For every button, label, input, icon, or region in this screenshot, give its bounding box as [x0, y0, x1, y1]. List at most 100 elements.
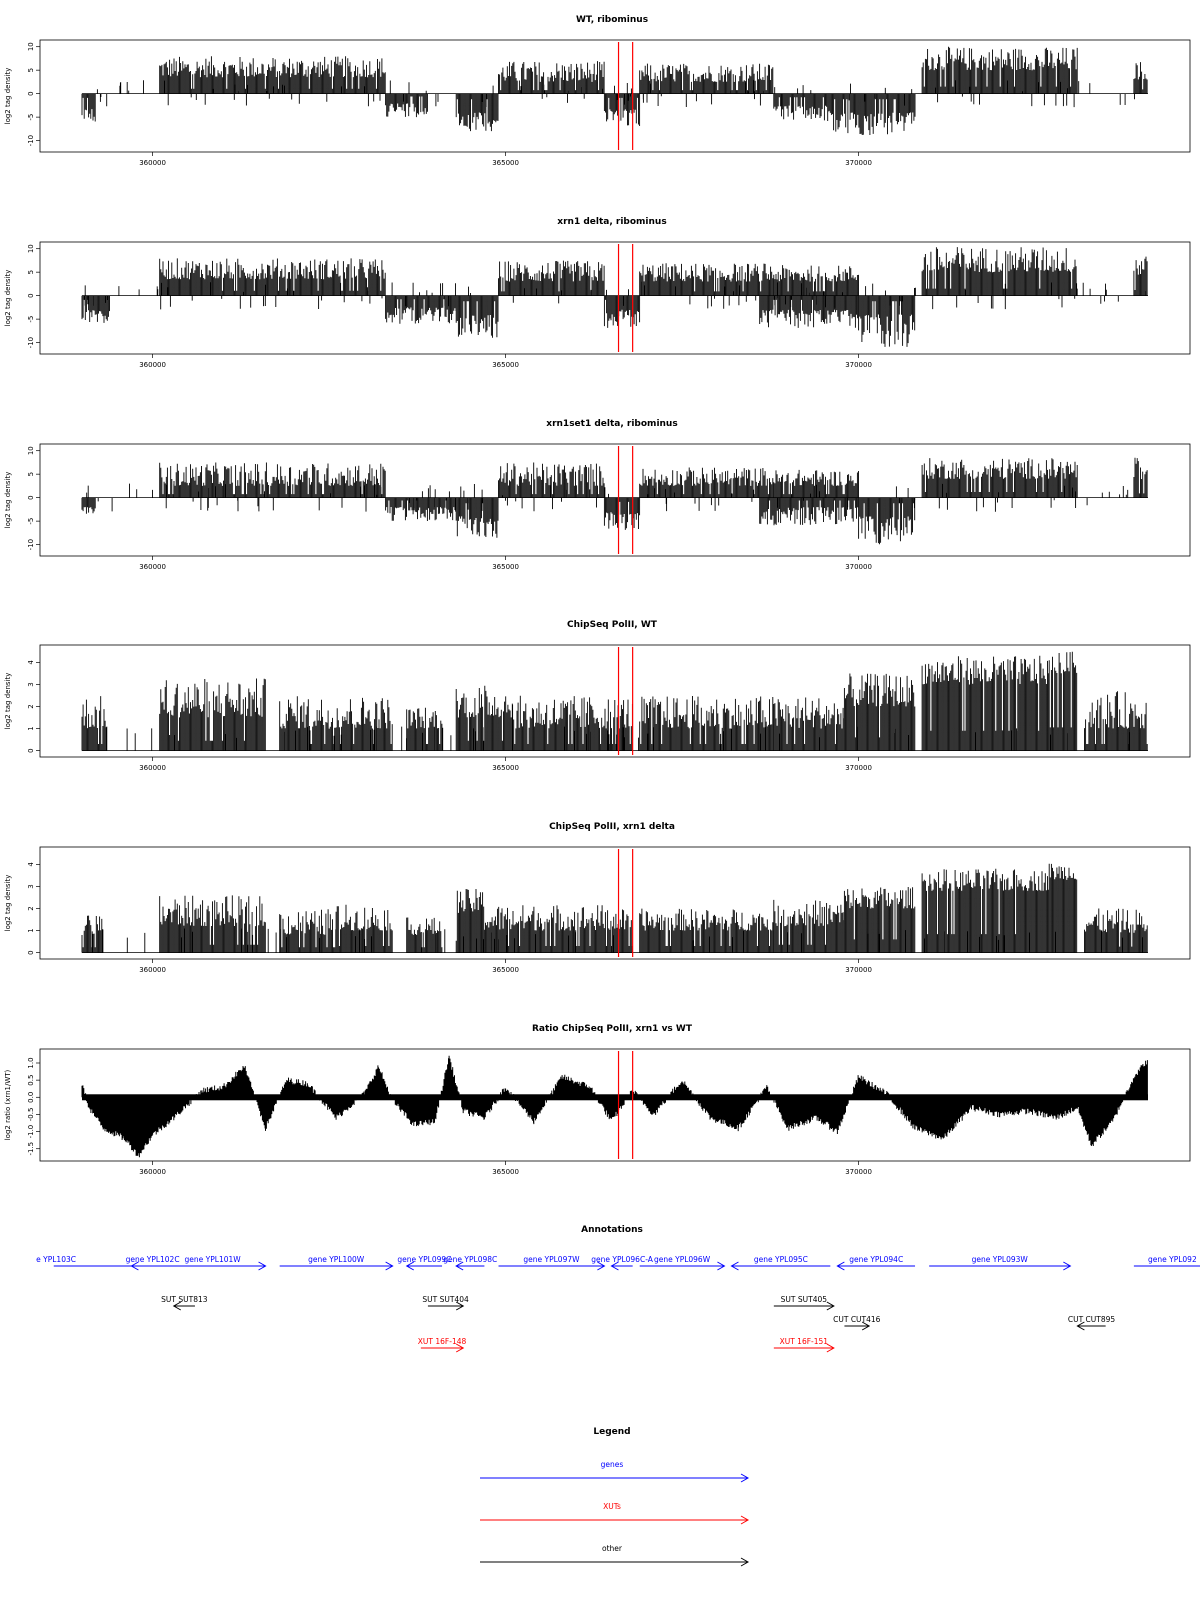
annotation-label: CUT CUT895 — [1068, 1315, 1116, 1324]
x-tick-label: 365000 — [492, 1168, 519, 1176]
y-tick-label: 0 — [27, 293, 35, 297]
y-tick-label: 4 — [27, 862, 35, 867]
y-tick-label: -10 — [27, 135, 35, 146]
plot-frame — [39, 644, 1191, 758]
plot-frame — [39, 443, 1191, 557]
y-tick-label: -10 — [27, 337, 35, 348]
legend: genes XUTs other — [480, 1460, 750, 1567]
arrowhead-right-icon — [1063, 1261, 1072, 1271]
y-tick-label: -0.5 — [27, 1108, 35, 1122]
data-bars — [81, 457, 1148, 545]
annotation-label: XUT 16F-148 — [418, 1337, 467, 1346]
annotation-gene: gene YPL095C — [730, 1255, 831, 1271]
arrowhead-right-icon — [385, 1261, 394, 1271]
plot-frame — [39, 39, 1191, 153]
annotation-gene: gene YPL102C — [126, 1255, 180, 1271]
arrowhead-right-icon — [455, 1343, 465, 1353]
x-tick-label: 360000 — [139, 159, 166, 167]
annotations-title: Annotations — [581, 1225, 643, 1235]
y-tick-label: 0 — [27, 495, 35, 499]
plot-frame — [39, 1048, 1191, 1162]
data-bars — [81, 863, 1148, 953]
x-tick-label: 370000 — [845, 1168, 872, 1176]
x-tick-label: 370000 — [845, 361, 872, 369]
y-tick-label: 0.0 — [27, 1092, 35, 1103]
chart-panel: ChipSeq PolII, WT log2 tag density 0 1 2 3 4 36… — [4, 620, 1191, 772]
y-axis-label: log2 tag density — [4, 673, 12, 730]
x-tick-label: 365000 — [492, 563, 519, 571]
zero-band — [82, 1094, 1148, 1101]
annotation-gene: gene YPL101W — [159, 1255, 267, 1271]
arrowhead-left-icon — [455, 1261, 464, 1271]
arrowhead-left-icon — [130, 1261, 139, 1271]
arrowhead-left-icon — [172, 1301, 182, 1311]
annotation-gene: gene YPL096W — [639, 1255, 726, 1271]
panel-title: Ratio ChipSeq PolII, xrn1 vs WT — [532, 1024, 693, 1034]
y-tick-label: -5 — [27, 518, 35, 525]
plot-frame — [39, 241, 1191, 355]
data-bars — [81, 46, 1148, 135]
annotation-other: SUT SUT813 — [161, 1295, 208, 1311]
y-tick-label: -5 — [27, 114, 35, 121]
y-tick-label: -1.0 — [27, 1125, 35, 1139]
x-tick-label: 360000 — [139, 1168, 166, 1176]
chart-panel: Ratio ChipSeq PolII, xrn1 vs WT log2 rati… — [4, 1024, 1191, 1176]
annotation-track: e YPL103C gene YPL102C gene YPL101W gene YP… — [36, 1255, 1200, 1353]
legend-item-gene: genes — [480, 1460, 750, 1483]
annotation-label: gene YPL102C — [126, 1255, 180, 1264]
legend-label: XUTs — [603, 1502, 621, 1511]
y-tick-label: 3 — [27, 682, 35, 686]
legend-title: Legend — [593, 1427, 630, 1437]
arrowhead-right-icon — [258, 1261, 267, 1271]
x-tick-label: 365000 — [492, 764, 519, 772]
annotation-other: CUT CUT895 — [1068, 1315, 1116, 1331]
annotation-label: gene YPL099C — [397, 1255, 451, 1264]
y-axis-label: log2 tag density — [4, 270, 12, 327]
y-tick-label: 10 — [27, 244, 35, 253]
panel-title: ChipSeq PolII, xrn1 delta — [549, 822, 675, 832]
legend-label: genes — [601, 1460, 624, 1469]
annotation-label: e YPL103C — [36, 1255, 76, 1264]
x-tick-label: 360000 — [139, 563, 166, 571]
x-tick-label: 360000 — [139, 966, 166, 974]
x-tick-label: 370000 — [845, 966, 872, 974]
annotation-label: CUT CUT416 — [833, 1315, 881, 1324]
annotation-other: CUT CUT416 — [833, 1315, 881, 1331]
arrowhead-left-icon — [405, 1261, 414, 1271]
y-tick-label: 10 — [27, 446, 35, 455]
arrowhead-right-icon — [826, 1301, 835, 1311]
arrowhead-left-icon — [610, 1261, 619, 1271]
annotation-gene: gene YPL098C — [443, 1255, 497, 1271]
y-tick-label: 5 — [27, 270, 35, 274]
annotation-other: SUT SUT404 — [422, 1295, 469, 1311]
y-tick-label: 2 — [27, 906, 35, 910]
arrowhead-right-icon — [826, 1343, 835, 1353]
annotation-xut: XUT 16F-148 — [418, 1337, 467, 1353]
annotation-gene: gene YPL093W — [929, 1255, 1072, 1271]
legend-item-xut: XUTs — [480, 1502, 750, 1525]
ratio-area — [81, 1055, 1148, 1158]
data-bars — [81, 651, 1148, 751]
annotation-label: gene YPL092 — [1148, 1255, 1197, 1264]
plot-frame — [39, 846, 1191, 960]
y-axis-label: log2 tag density — [4, 472, 12, 529]
y-tick-label: 1.0 — [27, 1057, 35, 1068]
chart-panel: WT, ribominus log2 tag density -10 -5 0 5 10 36… — [4, 15, 1191, 167]
annotation-label: gene YPL096C-A — [591, 1255, 654, 1264]
annotation-other: SUT SUT405 — [773, 1295, 835, 1311]
x-tick-label: 365000 — [492, 361, 519, 369]
x-tick-label: 365000 — [492, 966, 519, 974]
y-tick-label: 0 — [27, 950, 35, 954]
panel-title: ChipSeq PolII, WT — [567, 620, 658, 630]
panel-title: WT, ribominus — [576, 15, 648, 25]
data-bars — [81, 247, 1148, 347]
y-tick-label: 1 — [27, 726, 35, 730]
annotation-label: gene YPL098C — [443, 1255, 497, 1264]
chart-panel: xrn1set1 delta, ribominus log2 tag densit… — [4, 419, 1191, 571]
x-tick-label: 370000 — [845, 563, 872, 571]
y-tick-label: 0.5 — [27, 1075, 35, 1086]
annotation-label: gene YPL094C — [849, 1255, 903, 1264]
legend-label: other — [602, 1544, 623, 1553]
